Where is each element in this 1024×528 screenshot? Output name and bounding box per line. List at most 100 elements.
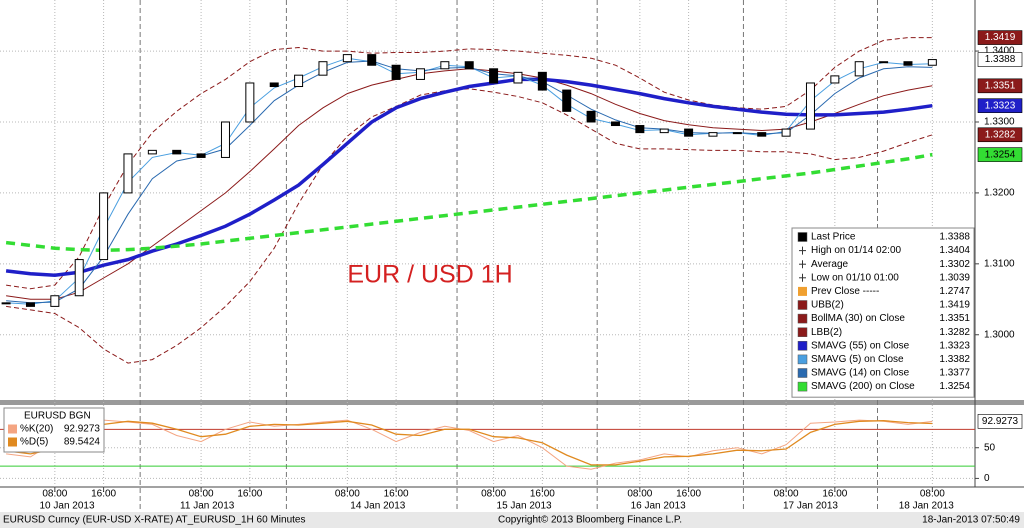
legend-swatch bbox=[797, 300, 808, 310]
legend-label: SMAVG (14) on Close bbox=[811, 368, 910, 379]
candle bbox=[196, 153, 206, 158]
candle bbox=[25, 302, 35, 307]
legend-value: 1.3282 bbox=[939, 327, 970, 338]
legend-value: 1.3388 bbox=[939, 232, 970, 243]
candle bbox=[74, 259, 84, 297]
candle bbox=[757, 132, 767, 137]
legend-swatch bbox=[797, 381, 808, 392]
legend-label: Last Price bbox=[811, 232, 856, 243]
x-tick-label: 08:00 bbox=[189, 489, 214, 500]
legend-swatch bbox=[797, 341, 808, 351]
x-tick-label: 16:00 bbox=[91, 489, 116, 500]
candle bbox=[708, 132, 718, 137]
y-tick-label: 1.3100 bbox=[984, 258, 1015, 269]
legend-swatch bbox=[8, 437, 17, 447]
y-tick-label: 1.3200 bbox=[984, 188, 1015, 199]
candle bbox=[220, 121, 230, 158]
x-tick-label: 08:00 bbox=[42, 489, 67, 500]
candle bbox=[537, 71, 547, 91]
legend-value: 1.3254 bbox=[939, 381, 970, 392]
candle bbox=[805, 82, 815, 130]
candle bbox=[245, 82, 255, 123]
last-value-label: 1.3419 bbox=[985, 32, 1016, 43]
candle bbox=[440, 61, 450, 70]
series-line bbox=[6, 88, 933, 364]
candle bbox=[830, 75, 840, 84]
last-value-label: 92.9273 bbox=[982, 416, 1019, 427]
x-tick-label: 16:00 bbox=[676, 489, 701, 500]
candle bbox=[147, 149, 157, 155]
candle bbox=[50, 295, 60, 307]
price-panel bbox=[1, 37, 937, 364]
candle bbox=[562, 89, 572, 112]
candle bbox=[269, 82, 279, 88]
x-tick-label: 08:00 bbox=[627, 489, 652, 500]
legend-label: LBB(2) bbox=[811, 327, 842, 338]
last-value-box bbox=[977, 98, 1023, 113]
legend-value: 1.3404 bbox=[939, 245, 970, 256]
legend-label: BollMA (30) on Close bbox=[811, 313, 905, 324]
candle bbox=[854, 61, 864, 77]
legend-label: %D(5) bbox=[20, 437, 48, 448]
legend-swatch bbox=[797, 232, 808, 242]
candle bbox=[318, 61, 328, 76]
date-label: 10 Jan 2013 bbox=[40, 501, 95, 512]
legend-label: Low on 01/10 01:00 bbox=[811, 272, 899, 283]
candle bbox=[635, 125, 645, 134]
legend-value: 1.3302 bbox=[939, 259, 970, 270]
candle bbox=[99, 192, 109, 261]
x-tick-label: 08:00 bbox=[920, 489, 945, 500]
y-tick-label: 1.3000 bbox=[984, 329, 1015, 340]
legend-value: 1.3351 bbox=[939, 313, 970, 324]
stochastic-legend: EURUSD BGN %K(20) 92.9273 %D(5) 89.5424 bbox=[3, 407, 105, 453]
y-tick-label: 50 bbox=[984, 442, 996, 453]
legend-label: SMAVG (5) on Close bbox=[811, 354, 904, 365]
candle bbox=[391, 64, 401, 80]
date-label: 16 Jan 2013 bbox=[631, 501, 686, 512]
legend-swatch bbox=[797, 368, 808, 378]
last-value-box bbox=[977, 127, 1023, 143]
date-label: 15 Jan 2013 bbox=[497, 501, 552, 512]
footer-right: 18-Jan-2013 07:50:49 bbox=[922, 515, 1020, 526]
date-label: 17 Jan 2013 bbox=[783, 501, 838, 512]
candle bbox=[342, 54, 352, 63]
candle bbox=[610, 121, 620, 127]
last-value-label: 1.3388 bbox=[985, 54, 1016, 65]
candle bbox=[464, 61, 474, 70]
y-tick-label: 0 bbox=[984, 473, 990, 484]
legend-swatch bbox=[8, 424, 17, 434]
y-tick-label: 1.3400 bbox=[984, 46, 1015, 57]
stochastic-panel bbox=[0, 419, 975, 470]
legend-value: 1.3377 bbox=[939, 368, 970, 379]
legend-box bbox=[3, 407, 105, 453]
legend-label: SMAVG (55) on Close bbox=[811, 340, 910, 351]
axes: 08:00 16:00 08:00 16:00 08:00 16:00 08:00 16:00… bbox=[40, 30, 1023, 512]
candle bbox=[367, 54, 377, 66]
series-line bbox=[5, 152, 933, 253]
candle bbox=[513, 71, 523, 84]
legend-value: 1.3323 bbox=[939, 340, 970, 351]
legend-swatch bbox=[797, 327, 808, 337]
legend-label: %K(20) bbox=[20, 424, 53, 435]
candle bbox=[123, 153, 133, 194]
legend-value: 1.3382 bbox=[939, 354, 970, 365]
y-tick-label: 1.3300 bbox=[984, 117, 1015, 128]
x-tick-label: 16:00 bbox=[530, 489, 555, 500]
legend-label: Prev Close ----- bbox=[811, 286, 879, 297]
last-value-box bbox=[977, 147, 1023, 162]
legend-value: 89.5424 bbox=[64, 437, 101, 448]
last-value-box bbox=[977, 78, 1023, 94]
last-value-label: 1.3351 bbox=[985, 80, 1016, 91]
candle bbox=[415, 68, 425, 80]
last-value-box bbox=[977, 52, 1023, 67]
footer-bar bbox=[0, 512, 1024, 528]
x-tick-label: 16:00 bbox=[237, 489, 262, 500]
candle bbox=[879, 61, 889, 64]
x-tick-label: 08:00 bbox=[481, 489, 506, 500]
x-tick-label: 16:00 bbox=[822, 489, 847, 500]
x-tick-label: 08:00 bbox=[335, 489, 360, 500]
candle bbox=[732, 132, 742, 135]
candle bbox=[489, 68, 499, 84]
